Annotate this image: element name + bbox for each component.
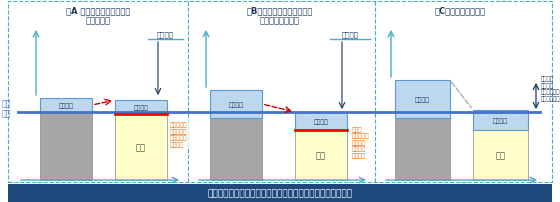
Bar <box>473 130 528 180</box>
Bar <box>210 118 262 180</box>
Bar <box>40 99 92 113</box>
Text: 特定負担
もしくは
費用対便益評価
により増強判断: 特定負担 もしくは 費用対便益評価 により増強判断 <box>541 76 560 101</box>
Text: 通常想定さ
れる範囲内
で最過酷の
想定潮流: 通常想定さ れる範囲内 で最過酷の 想定潮流 <box>170 122 188 147</box>
Text: 想定
潮流: 想定 潮流 <box>137 186 145 200</box>
Text: 既設: 既設 <box>496 151 506 160</box>
Text: 新規連系: 新規連系 <box>58 103 73 108</box>
Text: 運用
容量: 運用 容量 <box>1 99 11 118</box>
Text: 【B】想定事象の範囲内では
混雑が発生しない: 【B】想定事象の範囲内では 混雑が発生しない <box>247 6 313 25</box>
Text: 電源
設備量: 電源 設備量 <box>59 186 72 200</box>
Bar <box>295 130 347 180</box>
Bar <box>210 90 262 118</box>
Text: 【C】混雑発生を許容: 【C】混雑発生を許容 <box>435 6 486 15</box>
Bar <box>295 113 347 130</box>
Text: 想定潮流が空容量の範囲内となるよう新規電源連系量を管理: 想定潮流が空容量の範囲内となるよう新規電源連系量を管理 <box>207 188 353 198</box>
Bar <box>40 113 92 180</box>
Bar <box>115 101 167 115</box>
Text: 想定
潮流: 想定 潮流 <box>496 186 505 200</box>
Text: 新規連系: 新規連系 <box>415 97 430 102</box>
Text: 新規連系: 新規連系 <box>314 119 329 124</box>
Bar <box>395 81 450 118</box>
Bar <box>395 118 450 180</box>
Text: 電源
設備量: 電源 設備量 <box>230 186 242 200</box>
Text: 既設: 既設 <box>136 143 146 152</box>
Bar <box>473 110 528 130</box>
Text: 新規連系: 新規連系 <box>493 118 508 123</box>
Text: 将来の
系統利用の
蓋然性を
評価した
想定潮流: 将来の 系統利用の 蓋然性を 評価した 想定潮流 <box>352 126 370 158</box>
Text: 増強基準: 増強基準 <box>156 31 174 38</box>
Text: 【A 現状】原則的に混雑が
発生しない: 【A 現状】原則的に混雑が 発生しない <box>66 6 130 25</box>
Text: 電源
設備量: 電源 設備量 <box>416 186 429 200</box>
Text: 新規連系: 新規連系 <box>133 105 148 110</box>
Text: 増強基準: 増強基準 <box>342 31 358 38</box>
Text: 想定
潮流: 想定 潮流 <box>317 186 325 200</box>
Bar <box>8 184 552 202</box>
Bar <box>115 115 167 180</box>
Text: 既設: 既設 <box>316 151 326 160</box>
Text: 新規連系: 新規連系 <box>228 102 244 107</box>
